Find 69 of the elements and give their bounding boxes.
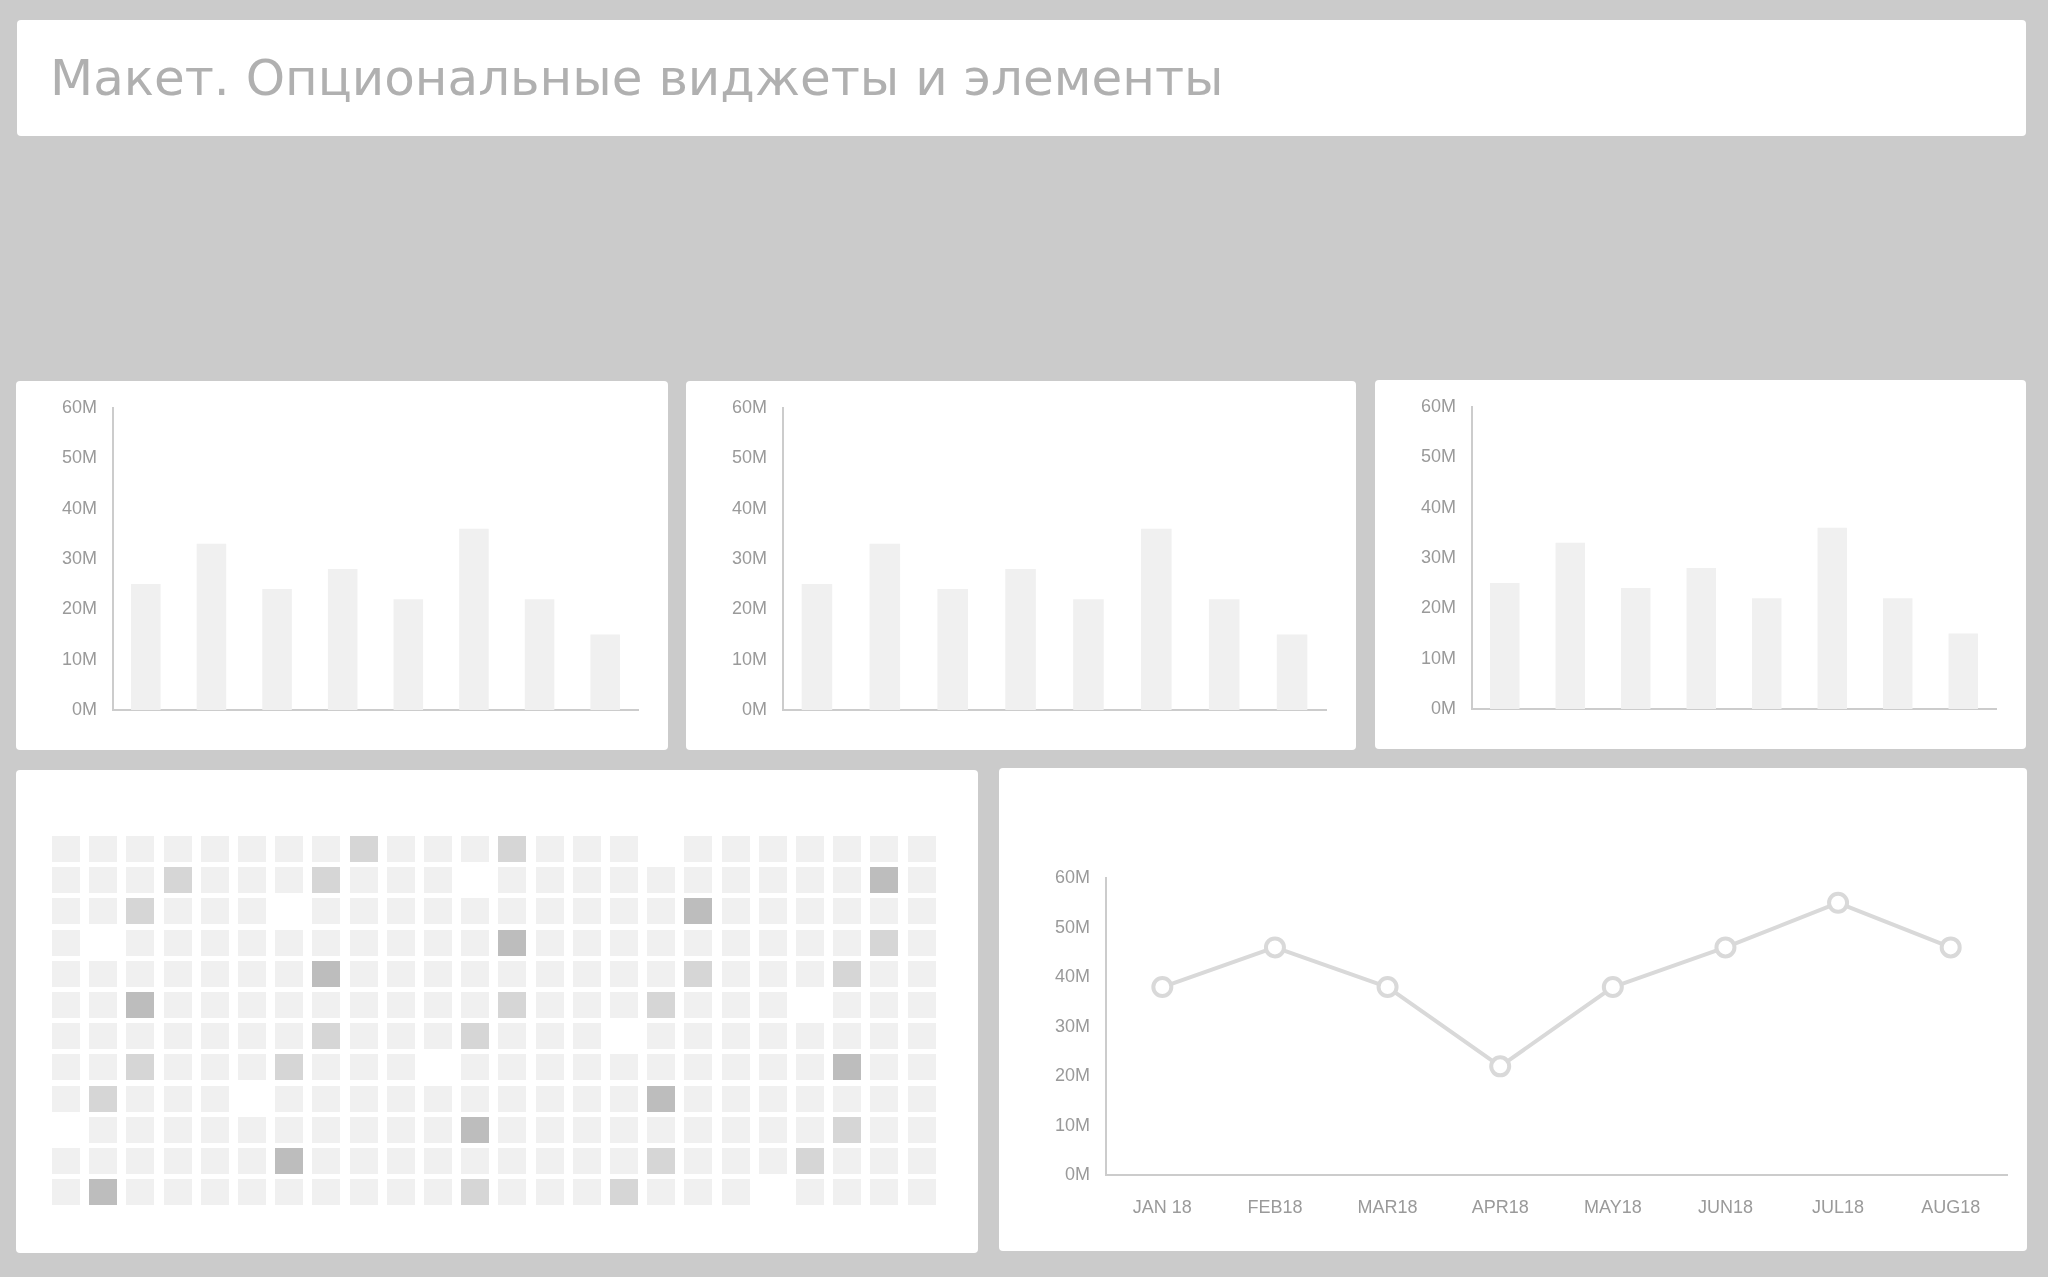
x-tick-label: FEB18 <box>1247 1197 1303 1218</box>
bar <box>131 584 161 710</box>
y-tick-label: 0M <box>1065 1164 1091 1185</box>
point <box>1489 1055 1512 1078</box>
y-tick-label: 20M <box>732 598 768 619</box>
y-tick-label: 60M <box>62 396 98 417</box>
y-tick-label: 0M <box>1431 697 1457 718</box>
bar <box>1948 633 1978 709</box>
y-tick-label: 50M <box>62 447 98 468</box>
chart-title: Макет. Опциональные виджеты и элементы <box>17 20 2026 136</box>
bar <box>937 589 968 710</box>
y-tick-label: 10M <box>62 648 98 669</box>
bar <box>262 589 292 710</box>
y-tick-label: 50M <box>732 447 768 468</box>
y-tick-label: 40M <box>732 497 768 518</box>
bar <box>1005 568 1036 710</box>
bar <box>393 599 424 710</box>
point <box>1827 891 1850 914</box>
point <box>1263 936 1286 959</box>
y-tick-label: 40M <box>62 497 98 518</box>
x-tick-label: JAN 18 <box>1132 1197 1192 1218</box>
y-tick-label: 10M <box>732 648 768 669</box>
bar <box>1752 598 1782 709</box>
x-tick-label: JUL18 <box>1812 1197 1865 1218</box>
bar <box>590 634 620 710</box>
y-tick-label: 50M <box>1055 916 1091 937</box>
bar <box>1621 588 1651 709</box>
bar <box>327 568 358 710</box>
x-tick-label: JUN18 <box>1697 1197 1753 1218</box>
y-tick-label: 0M <box>72 698 98 719</box>
point <box>1376 976 1399 999</box>
point <box>1151 976 1174 999</box>
y-tick-label: 10M <box>1055 1114 1091 1135</box>
bar <box>524 599 555 710</box>
bar <box>1141 528 1172 710</box>
bar <box>459 528 489 710</box>
bar <box>1555 542 1585 709</box>
bar <box>196 543 227 710</box>
bar <box>1073 599 1104 710</box>
x-tick-label: MAY18 <box>1583 1197 1642 1218</box>
bar <box>1883 598 1913 709</box>
x-tick-label: APR18 <box>1471 1197 1529 1218</box>
bar <box>1490 583 1520 709</box>
y-tick-label: 30M <box>732 547 768 568</box>
y-tick-label: 20M <box>1421 597 1457 618</box>
y-tick-label: 30M <box>1055 1015 1091 1036</box>
y-tick-label: 0M <box>742 698 768 719</box>
y-tick-label: 20M <box>1055 1065 1091 1086</box>
point <box>1601 976 1624 999</box>
x-tick-label: AUG18 <box>1921 1197 1981 1218</box>
y-tick-label: 30M <box>62 547 98 568</box>
y-tick-label: 30M <box>1421 546 1457 567</box>
y-tick-label: 50M <box>1421 446 1457 467</box>
y-tick-label: 20M <box>62 598 98 619</box>
x-tick-label: MAR18 <box>1357 1197 1418 1218</box>
point <box>1714 936 1737 959</box>
point <box>1939 936 1962 959</box>
y-tick-label: 60M <box>732 396 768 417</box>
bar <box>1686 567 1716 709</box>
y-tick-label: 10M <box>1421 647 1457 668</box>
bar <box>1817 527 1847 709</box>
y-tick-label: 60M <box>1055 866 1091 887</box>
bar <box>1276 634 1308 710</box>
y-tick-label: 40M <box>1421 496 1457 517</box>
y-tick-label: 60M <box>1421 395 1457 416</box>
bar <box>801 584 833 710</box>
bar <box>1208 599 1240 710</box>
bar <box>869 543 901 710</box>
y-tick-label: 40M <box>1055 966 1091 987</box>
